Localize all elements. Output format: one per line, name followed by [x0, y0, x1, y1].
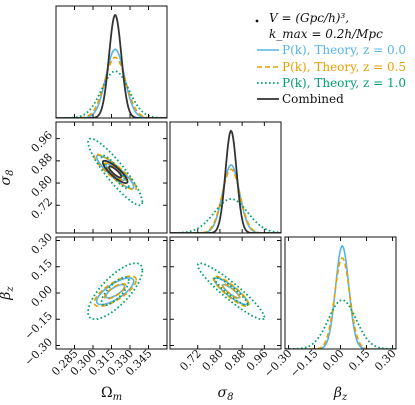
contour-2sigma: [196, 262, 266, 321]
y-tick-label: 0.72: [29, 195, 56, 222]
contour-2sigma: [87, 137, 144, 207]
marginal-curve: [56, 56, 167, 118]
panel-content: [56, 13, 167, 118]
x-tick-label: 0.72: [177, 347, 204, 374]
panel-omega_m-vs-sigma8: [55, 121, 168, 234]
marginal-curve: [56, 70, 167, 118]
y-tick-label: 0.30: [29, 230, 56, 257]
y-tick-label: 0.00: [29, 283, 56, 310]
y-tick-label: −0.15: [22, 309, 55, 342]
panel-frame: [284, 236, 397, 350]
panel-omega_m-1d: [55, 5, 168, 119]
panel-content: [196, 262, 266, 321]
x-tick-label: 0.80: [200, 347, 227, 374]
legend-label-z00: P(k), Theory, z = 0.0: [282, 43, 406, 57]
y-tick-label: 0.15: [29, 257, 56, 284]
panel-frame: [55, 236, 168, 350]
contour-2sigma: [101, 159, 129, 184]
panel-omega_m-vs-beta_z: [55, 236, 168, 350]
x-tick-label: 0.88: [222, 347, 249, 374]
y-tick-label: 0.88: [29, 151, 56, 178]
panel-sigma8-vs-beta_z: [169, 236, 282, 350]
contour-1sigma: [221, 282, 241, 300]
contour-2sigma: [212, 275, 250, 308]
y-axis-label: σ8: [0, 170, 16, 186]
legend-label-combined: Combined: [282, 92, 344, 106]
contour-2sigma: [93, 153, 137, 191]
marginal-curve: [285, 245, 396, 349]
marginal-curve: [56, 48, 167, 118]
panel-frame: [169, 121, 282, 234]
y-tick-label: −0.30: [22, 335, 55, 368]
y-tick-label: 0.80: [29, 173, 56, 200]
x-axis-label: σ8: [218, 385, 234, 403]
contour-2sigma: [93, 275, 137, 308]
x-axis-label: Ωm: [101, 385, 122, 403]
panel-beta_z-1d: [284, 236, 397, 350]
panel-content: [87, 137, 144, 207]
legend: V = (Gpc/h)³, k_max = 0.2h/Mpc P(k), The…: [255, 11, 406, 106]
contour-1sigma: [213, 276, 249, 307]
marginal-curve: [170, 198, 281, 233]
contour-1sigma: [100, 276, 130, 307]
marginal-curve: [285, 299, 396, 349]
marginal-curve: [285, 257, 396, 349]
contour-1sigma: [103, 282, 127, 300]
legend-label-z05: P(k), Theory, z = 0.5: [282, 60, 406, 74]
panel-sigma8-1d: [169, 121, 282, 234]
marginal-curve: [170, 129, 281, 233]
contour-1sigma: [108, 165, 123, 179]
contour-1sigma: [105, 283, 126, 299]
legend-note-line1: V = (Gpc/h)³,: [269, 11, 349, 25]
x-tick-label: 0.00: [320, 347, 347, 374]
legend-note-line2: k_max = 0.2h/Mpc: [269, 27, 383, 41]
y-axis-label: βz: [0, 286, 16, 301]
contour-2sigma: [87, 262, 144, 321]
legend-label-z10: P(k), Theory, z = 1.0: [282, 76, 406, 90]
x-tick-label: 0.30: [372, 347, 399, 374]
contour-1sigma: [100, 154, 130, 190]
x-tick-label: −0.30: [262, 347, 295, 380]
panel-content: [87, 262, 144, 321]
legend-marker-dot: [255, 19, 259, 23]
x-tick-label: 0.15: [346, 347, 373, 374]
y-tick-label: 0.96: [29, 129, 56, 156]
panel-content: [170, 129, 281, 233]
marginal-curve: [56, 13, 167, 118]
panel-content: [285, 245, 396, 349]
x-tick-label: −0.15: [288, 347, 321, 380]
x-axis-label: βz: [333, 385, 348, 403]
contour-2sigma: [95, 154, 135, 190]
contour-2sigma: [95, 277, 135, 306]
